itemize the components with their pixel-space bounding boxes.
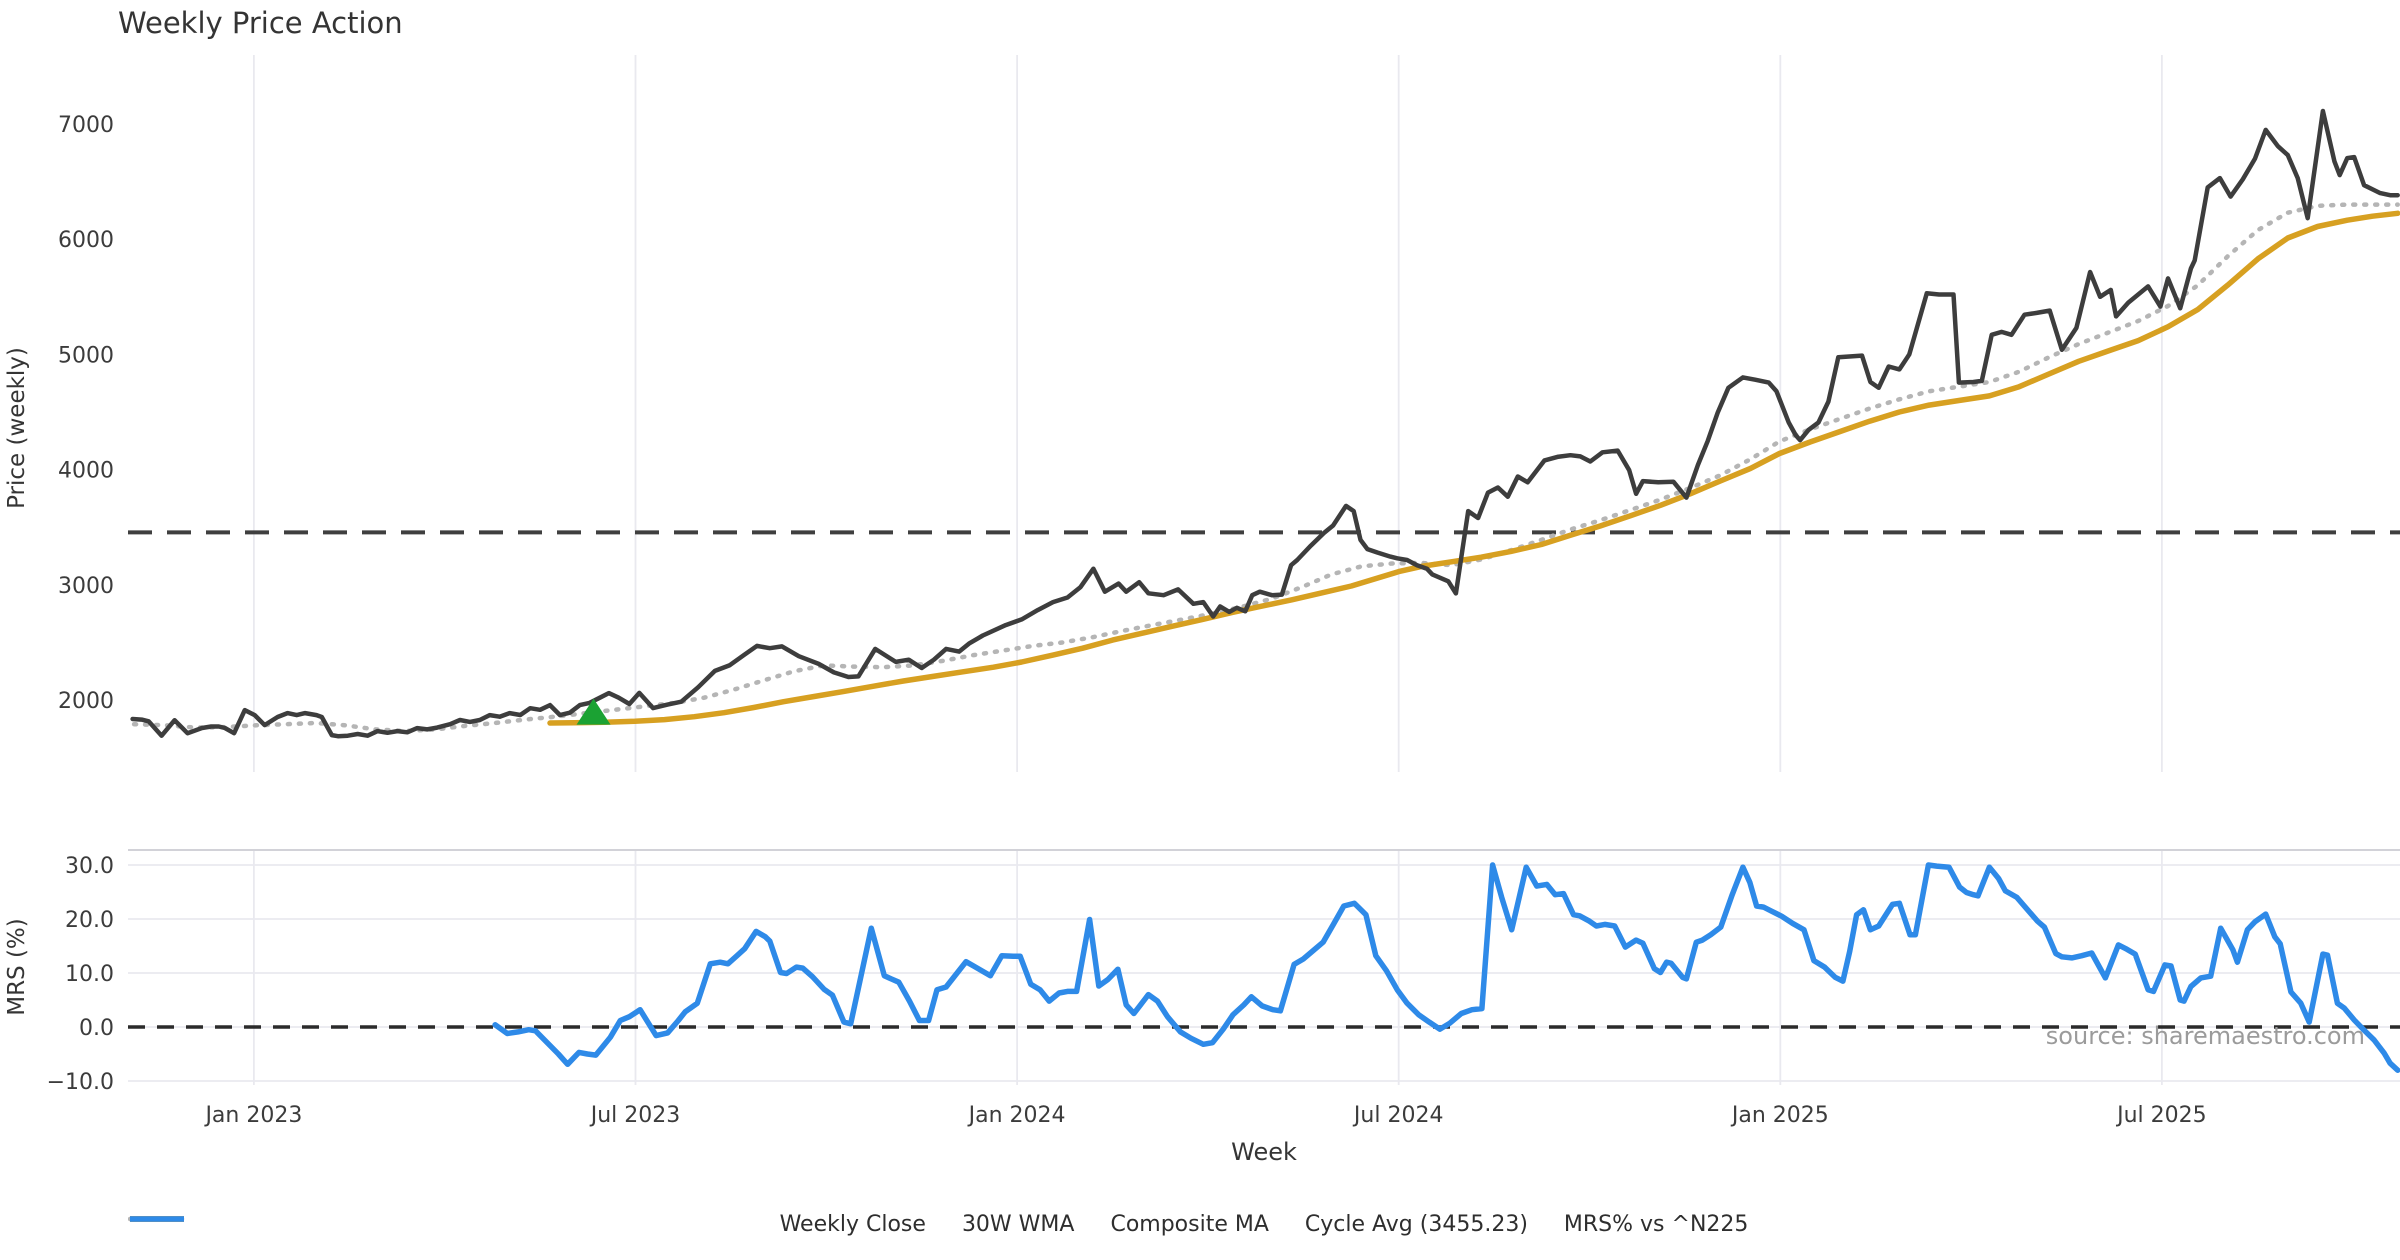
source-watermark: source: sharemaestro.com bbox=[2045, 1022, 2365, 1050]
composite-ma-line bbox=[131, 202, 2400, 734]
legend-item-30w-wma: 30W WMA bbox=[130, 1212, 1075, 1237]
weekly-close-line bbox=[130, 108, 2400, 739]
x-tick-label: Jan 2024 bbox=[967, 1103, 1066, 1128]
legend-item-weekly-close: Weekly Close bbox=[130, 1212, 926, 1237]
legend-item-mrs-vs-n225: MRS% vs ^N225 bbox=[130, 1212, 1749, 1237]
legend-label: 30W WMA bbox=[961, 1212, 1075, 1237]
buy-signal-marker bbox=[576, 698, 611, 725]
chart-title: Weekly Price Action bbox=[118, 6, 403, 40]
x-tick-label: Jul 2025 bbox=[2115, 1103, 2207, 1128]
legend-label: Weekly Close bbox=[779, 1212, 926, 1237]
price-axis-label: Price (weekly) bbox=[4, 347, 30, 509]
price-y-tick-label: 3000 bbox=[58, 574, 114, 599]
mrs-axis-label: MRS (%) bbox=[4, 918, 30, 1016]
legend-label: Composite MA bbox=[1110, 1212, 1269, 1237]
legend-item-composite-ma: Composite MA bbox=[128, 1212, 1269, 1237]
wma-line bbox=[547, 210, 2400, 726]
x-tick-label: Jul 2023 bbox=[589, 1103, 681, 1128]
price-y-tick-label: 5000 bbox=[58, 343, 114, 368]
legend: Weekly Close 30W WMA Composite MA Cycle Avg… bbox=[128, 1212, 2400, 1237]
price-y-tick-label: 6000 bbox=[58, 228, 114, 253]
mrs-y-tick-label: −10.0 bbox=[47, 1070, 114, 1095]
x-tick-label: Jul 2024 bbox=[1352, 1103, 1444, 1128]
price-y-tick-label: 2000 bbox=[58, 689, 114, 714]
price-y-tick-label: 7000 bbox=[58, 113, 114, 138]
mrs-y-tick-label: 20.0 bbox=[65, 908, 114, 933]
x-axis-label: Week bbox=[1231, 1138, 1297, 1166]
mrs-y-tick-label: 0.0 bbox=[79, 1016, 114, 1041]
x-tick-label: Jan 2025 bbox=[1730, 1103, 1829, 1128]
price-y-tick-label: 4000 bbox=[58, 459, 114, 484]
mrs-y-tick-label: 10.0 bbox=[65, 962, 114, 987]
legend-swatch-icon bbox=[130, 1216, 184, 1222]
mrs-line bbox=[492, 862, 2400, 1073]
mrs-y-tick-label: 30.0 bbox=[65, 854, 114, 879]
legend-label: MRS% vs ^N225 bbox=[1563, 1212, 1749, 1237]
x-tick-label: Jan 2023 bbox=[203, 1103, 302, 1128]
legend-label: Cycle Avg (3455.23) bbox=[1304, 1212, 1528, 1237]
legend-item-cycle-avg-3455-23: Cycle Avg (3455.23) bbox=[130, 1212, 1528, 1237]
